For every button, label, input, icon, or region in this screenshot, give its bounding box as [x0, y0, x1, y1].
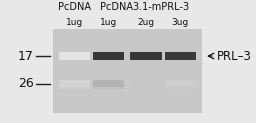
Bar	[93, 84, 124, 86]
Text: PRL–3: PRL–3	[217, 50, 252, 62]
Bar	[93, 80, 124, 87]
Bar	[130, 87, 162, 89]
Text: PcDNA3.1-mPRL-3: PcDNA3.1-mPRL-3	[100, 2, 189, 12]
Bar	[165, 52, 196, 60]
Bar	[59, 80, 90, 87]
Text: 17: 17	[18, 50, 34, 62]
Bar	[59, 84, 90, 86]
Bar	[165, 80, 196, 87]
Text: 1ug: 1ug	[66, 18, 83, 27]
Text: 3ug: 3ug	[172, 18, 189, 27]
Bar	[59, 87, 90, 89]
Text: 26: 26	[18, 77, 34, 90]
Text: 2ug: 2ug	[137, 18, 154, 27]
Bar	[59, 52, 90, 60]
Bar	[130, 80, 162, 87]
Bar	[130, 84, 162, 86]
Bar	[53, 29, 202, 113]
Text: 1ug: 1ug	[100, 18, 117, 27]
Text: PcDNA: PcDNA	[58, 2, 91, 12]
Bar	[165, 84, 196, 86]
Bar	[165, 87, 196, 89]
Bar	[130, 52, 162, 60]
Bar	[93, 52, 124, 60]
Bar	[93, 87, 124, 89]
